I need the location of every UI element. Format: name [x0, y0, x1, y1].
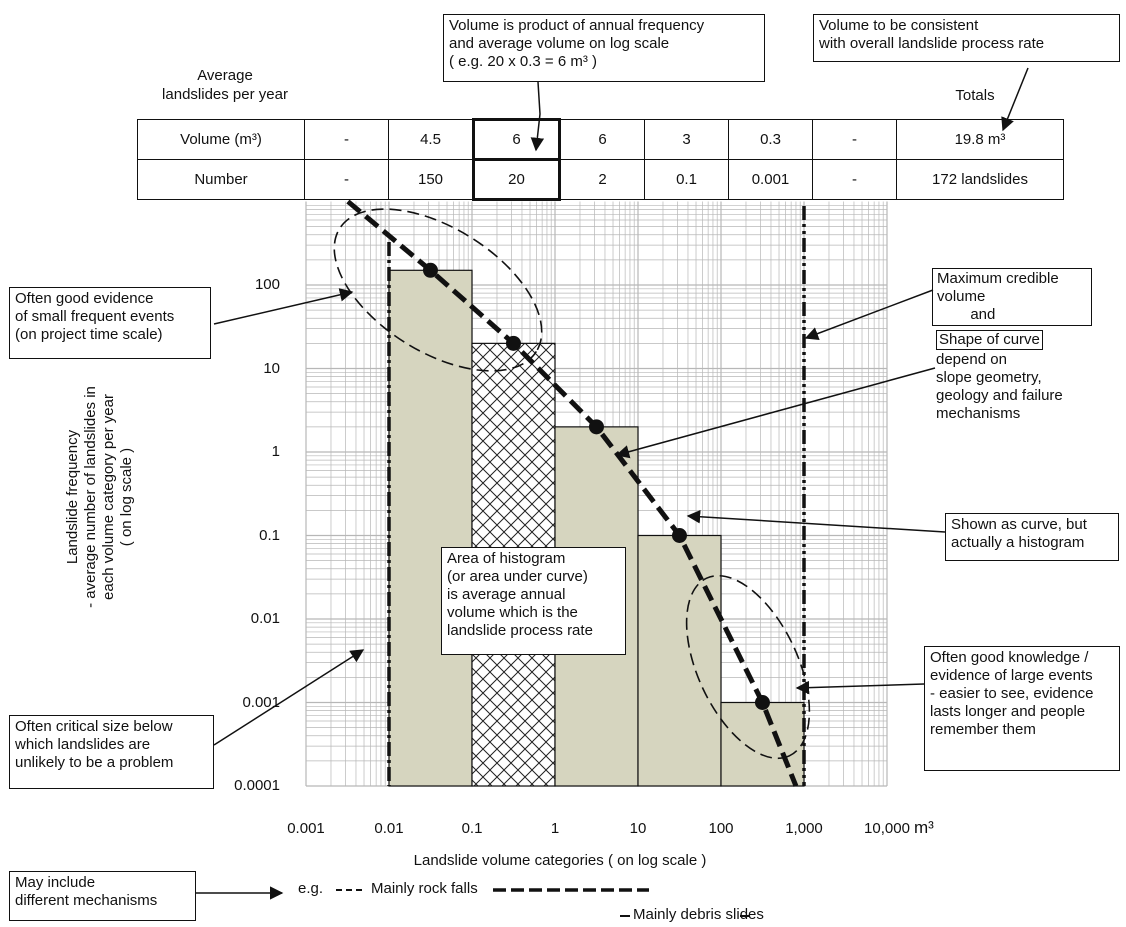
- x-tick-label: 10: [629, 820, 647, 837]
- shape-of-curve-arrow: [615, 367, 936, 459]
- max-credible-text: Maximum credible volume and: [932, 268, 1092, 326]
- depend-on-text: depend on slope geometry, geology and fa…: [936, 351, 1063, 422]
- y-tick-label: 0.01: [250, 610, 280, 627]
- small-events-arrow: [213, 288, 354, 325]
- shown-as-curve-arrow: [686, 510, 946, 533]
- x-tick-label: 1,000: [785, 820, 823, 837]
- y-tick-label: 1: [271, 443, 280, 460]
- volume-product-arrow: [530, 81, 545, 152]
- table-cell: 150: [388, 159, 474, 200]
- totals-title: Totals: [955, 87, 995, 104]
- small-events-ellipse: [333, 208, 543, 372]
- row-label: Volume (m³): [137, 119, 305, 160]
- legend-rock-falls: Mainly rock falls: [371, 880, 478, 897]
- x-tick-label: 100: [708, 820, 734, 837]
- table-cell: 3: [644, 119, 729, 160]
- volume-row: Volume (m³) - 4.5 6 6 3 0.3 - 19.8 m³: [137, 118, 1064, 161]
- callout-large-events: Often good knowledge / evidence of large…: [924, 646, 1120, 771]
- table-cell: -: [304, 159, 389, 200]
- x-unit-label: m³: [914, 818, 934, 837]
- curve-point: [754, 695, 770, 710]
- table-cell: 4.5: [388, 119, 474, 160]
- y-tick-label: 0.001: [242, 693, 280, 711]
- callout-volume-product: Volume is product of annual frequency an…: [443, 14, 765, 82]
- row-label: Number: [137, 159, 305, 200]
- critical-size-arrow: [213, 649, 365, 746]
- callout-volume-consistent: Volume to be consistent with overall lan…: [813, 14, 1120, 62]
- number-row: Number - 150 20 2 0.1 0.001 - 172 landsl…: [137, 158, 1064, 201]
- histogram-bar-4: [637, 534, 722, 787]
- x-tick-label: 0.001: [287, 820, 325, 837]
- y-tick-label: 0.0001: [234, 777, 280, 794]
- x-tick-label: 0.1: [461, 820, 483, 837]
- callout-max-credible: Maximum credible volume and Shape of cur…: [931, 266, 1092, 472]
- callout-critical-size: Often critical size below which landslid…: [9, 715, 214, 789]
- callout-mechanisms: May include different mechanisms: [9, 871, 196, 921]
- y-tick-label: 100: [254, 276, 280, 293]
- max-credible-arrow: [804, 289, 934, 341]
- x-tick-label: 1: [550, 820, 560, 837]
- callout-small-events: Often good evidence of small frequent ev…: [9, 287, 211, 359]
- table-cell: 2: [559, 159, 645, 200]
- row-title: Average landslides per year: [162, 67, 288, 103]
- table-cell: 6: [472, 118, 561, 161]
- table-cell: 0.001: [728, 159, 813, 200]
- callout-shown-as-curve: Shown as curve, but actually a histogram: [945, 513, 1119, 561]
- table-cell: 20: [472, 158, 561, 201]
- x-tick-label: 0.01: [374, 820, 404, 837]
- callout-area-of-histogram: Area of histogram (or area under curve) …: [441, 547, 626, 655]
- curve-point: [588, 419, 604, 435]
- histogram-bar-5: [720, 701, 805, 787]
- totals-arrow: [1001, 67, 1029, 132]
- curve-point: [671, 528, 687, 543]
- summary-table: Volume (m³) - 4.5 6 6 3 0.3 - 19.8 m³ Nu…: [137, 118, 1064, 201]
- total-cell: 172 landslides: [896, 159, 1064, 200]
- histogram-bar-1: [388, 269, 473, 787]
- legend-debris-slides: Mainly debris slides: [633, 906, 764, 923]
- y-tick-label: 0.1: [259, 526, 280, 544]
- legend-eg: e.g.: [298, 880, 324, 897]
- table-cell: 0.3: [728, 119, 813, 160]
- x-axis-title: Landslide volume categories ( on log sca…: [413, 852, 707, 869]
- large-events-arrow: [795, 680, 925, 695]
- shape-of-curve-text: Shape of curve: [936, 330, 1043, 350]
- large-events-ellipse: [685, 574, 811, 760]
- x-tick-label: 10,000: [864, 820, 910, 837]
- curve-point: [505, 335, 521, 351]
- curve-point: [422, 262, 438, 278]
- y-tick-label: 10: [263, 359, 280, 377]
